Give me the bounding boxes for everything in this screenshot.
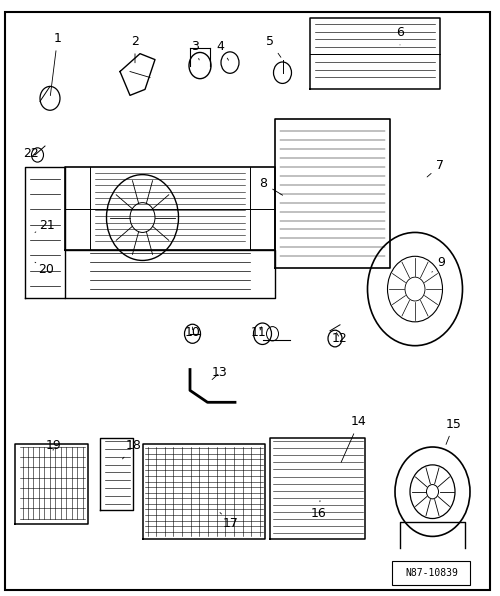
Text: 20: 20 xyxy=(35,262,54,276)
Text: 16: 16 xyxy=(311,501,327,520)
Text: 2: 2 xyxy=(131,35,139,63)
Text: 12: 12 xyxy=(332,332,348,345)
Text: 1: 1 xyxy=(50,32,62,95)
Text: 15: 15 xyxy=(446,418,462,445)
Text: 3: 3 xyxy=(191,40,199,60)
Text: 10: 10 xyxy=(184,326,200,339)
Text: 6: 6 xyxy=(396,26,404,45)
Text: 17: 17 xyxy=(220,513,239,530)
Text: 11: 11 xyxy=(251,326,267,339)
Bar xyxy=(392,561,470,585)
Text: 4: 4 xyxy=(216,40,228,60)
Text: N87-10839: N87-10839 xyxy=(405,569,458,578)
Text: 9: 9 xyxy=(432,256,445,272)
Text: 18: 18 xyxy=(122,439,142,459)
Text: 19: 19 xyxy=(46,439,62,452)
Text: 8: 8 xyxy=(260,177,282,195)
Text: 14: 14 xyxy=(341,415,367,462)
Text: 21: 21 xyxy=(35,219,54,232)
Text: 13: 13 xyxy=(212,366,228,380)
Text: 7: 7 xyxy=(427,159,444,177)
Text: 5: 5 xyxy=(266,35,281,57)
Text: 22: 22 xyxy=(24,147,40,160)
